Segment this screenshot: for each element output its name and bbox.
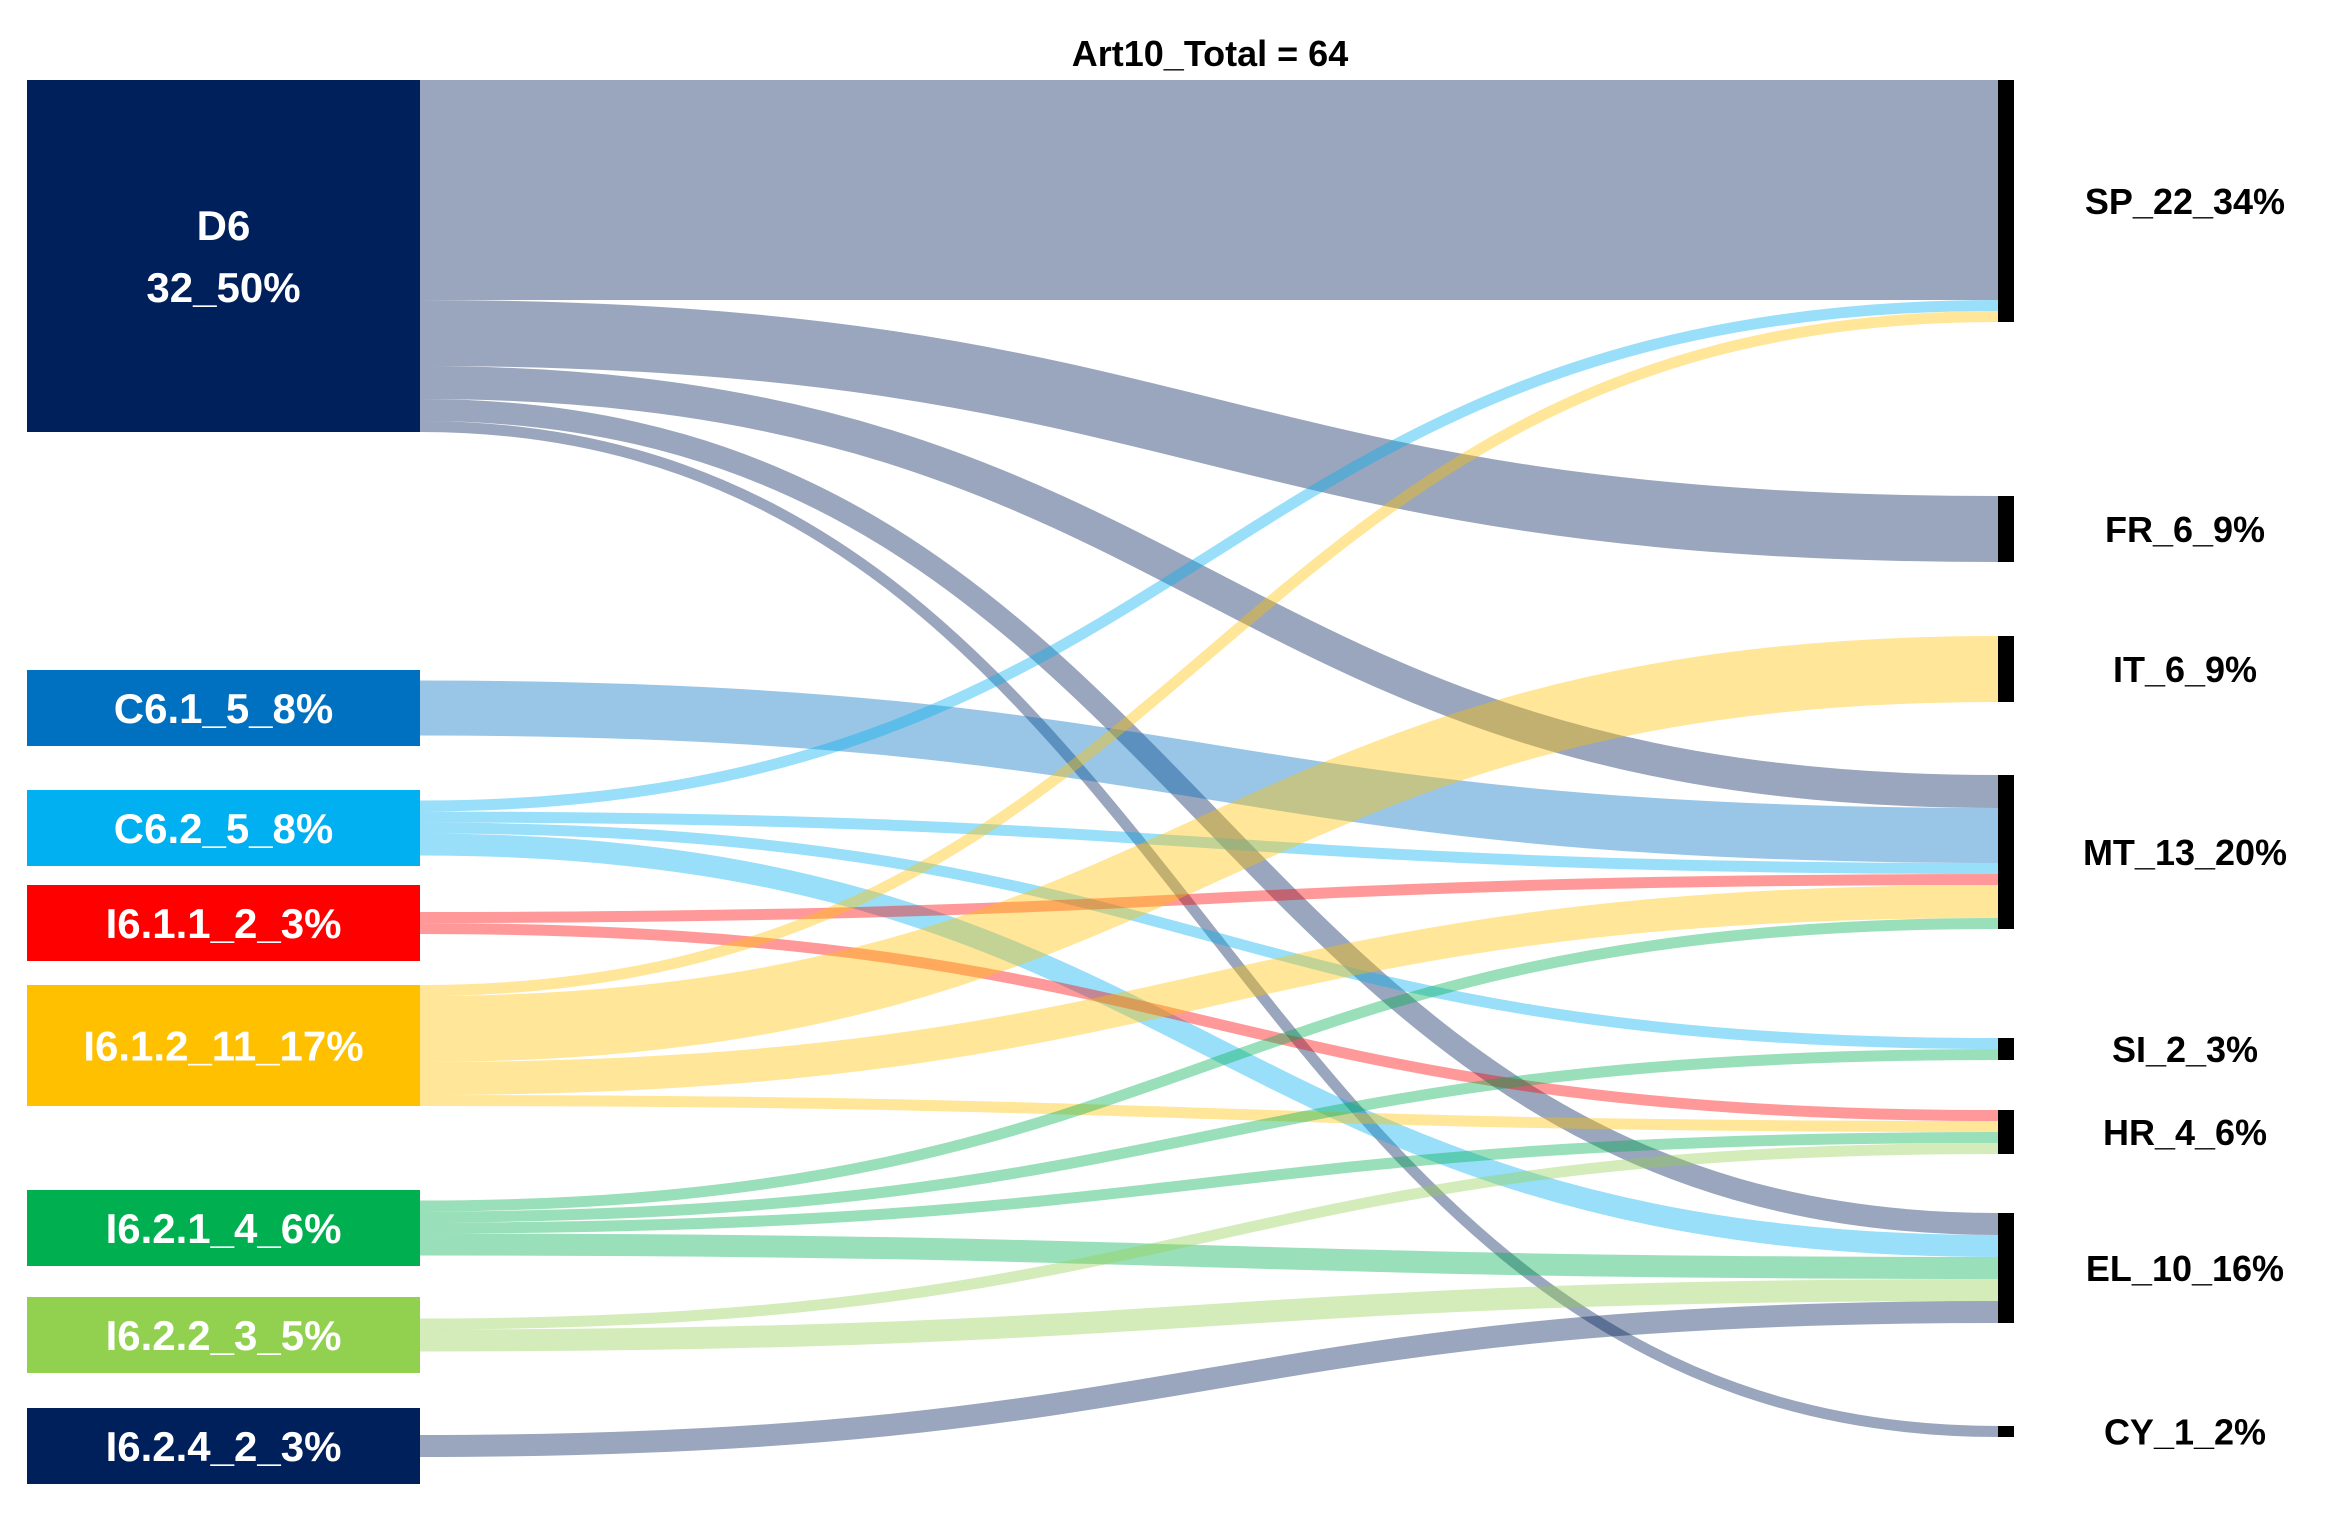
target-node-si bbox=[1998, 1038, 2014, 1060]
target-node-it bbox=[1998, 636, 2014, 702]
target-label-mt: MT_13_20% bbox=[2083, 832, 2287, 873]
flow-i6-2-1-to-si bbox=[419, 1049, 1999, 1223]
diagram-title: Art10_Total = 64 bbox=[1072, 33, 1348, 74]
flow-i6-2-1-to-hr bbox=[419, 1132, 1999, 1234]
source-label-c6-2: C6.2_5_8% bbox=[114, 805, 334, 852]
source-node-i6-2-4 bbox=[27, 1408, 420, 1484]
flow-c6-2-to-sp bbox=[419, 300, 1999, 812]
source-label-c6-1: C6.1_5_8% bbox=[114, 685, 334, 732]
source-node-i6-2-1 bbox=[27, 1190, 420, 1266]
target-label-el: EL_10_16% bbox=[2086, 1248, 2284, 1289]
target-label-it: IT_6_9% bbox=[2113, 649, 2257, 690]
flow-i6-1-2-to-mt bbox=[419, 885, 1999, 1095]
target-node-cy bbox=[1998, 1426, 2014, 1437]
flow-d6-to-mt bbox=[419, 366, 1999, 808]
target-nodes: SP_22_34% FR_6_9% IT_6_9% MT_13_20% SI_2_3% H… bbox=[1998, 80, 2287, 1453]
source-label-i6-1-1: I6.1.1_2_3% bbox=[106, 900, 342, 947]
target-node-el bbox=[1998, 1213, 2014, 1323]
flow-d6-to-el bbox=[419, 399, 1999, 1235]
source-node-i6-1-2 bbox=[27, 985, 420, 1106]
source-node-i6-1-1 bbox=[27, 885, 420, 961]
flow-c6-2-to-mt bbox=[419, 811, 1999, 874]
source-nodes: D6 32_50% C6.1_5_8% C6.2_5_8% I6.1.1_2_3% I6.… bbox=[27, 80, 420, 1484]
flow-i6-1-2-to-it bbox=[419, 636, 1999, 1062]
source-node-c6-1 bbox=[27, 670, 420, 746]
target-node-fr bbox=[1998, 496, 2014, 562]
flow-i6-1-2-to-hr bbox=[419, 1095, 1999, 1132]
target-label-sp: SP_22_34% bbox=[2085, 181, 2285, 222]
target-node-sp bbox=[1998, 80, 2014, 322]
flow-c6-1-to-mt bbox=[419, 680, 1999, 863]
target-label-cy: CY_1_2% bbox=[2104, 1412, 2266, 1453]
source-label-i6-2-1: I6.2.1_4_6% bbox=[106, 1205, 342, 1252]
source-label-i6-1-2: I6.1.2_11_17% bbox=[83, 1023, 363, 1070]
source-label-d6: 32_50% bbox=[146, 264, 300, 311]
flow-d6-to-fr bbox=[419, 300, 1999, 562]
source-node-d6 bbox=[27, 80, 420, 432]
flow-i6-2-2-to-hr bbox=[419, 1143, 1999, 1330]
flow-i6-2-2-to-el bbox=[419, 1279, 1999, 1352]
source-label-i6-2-4: I6.2.4_2_3% bbox=[106, 1423, 342, 1470]
flow-i6-2-4-to-el bbox=[419, 1301, 1999, 1457]
flow-c6-2-to-si bbox=[419, 822, 1999, 1049]
source-label-d6: D6 bbox=[197, 202, 251, 249]
source-node-c6-2 bbox=[27, 790, 420, 866]
target-label-si: SI_2_3% bbox=[2112, 1029, 2258, 1070]
flow-i6-2-1-to-mt bbox=[419, 918, 1999, 1212]
target-node-mt bbox=[1998, 775, 2014, 929]
source-node-i6-2-2 bbox=[27, 1297, 420, 1373]
flow-i6-1-1-to-mt bbox=[419, 874, 1999, 923]
flow-c6-2-to-el bbox=[419, 833, 1999, 1257]
flow-links bbox=[419, 79, 1999, 1457]
flow-d6-to-cy bbox=[419, 421, 1999, 1437]
source-label-i6-2-2: I6.2.2_3_5% bbox=[106, 1312, 342, 1359]
flow-i6-1-2-to-sp bbox=[419, 311, 1999, 996]
target-label-fr: FR_6_9% bbox=[2105, 509, 2265, 550]
target-node-hr bbox=[1998, 1110, 2014, 1154]
target-label-hr: HR_4_6% bbox=[2103, 1112, 2267, 1153]
flow-i6-1-1-to-hr bbox=[419, 923, 1999, 1121]
flow-i6-2-1-to-el bbox=[419, 1233, 1999, 1279]
